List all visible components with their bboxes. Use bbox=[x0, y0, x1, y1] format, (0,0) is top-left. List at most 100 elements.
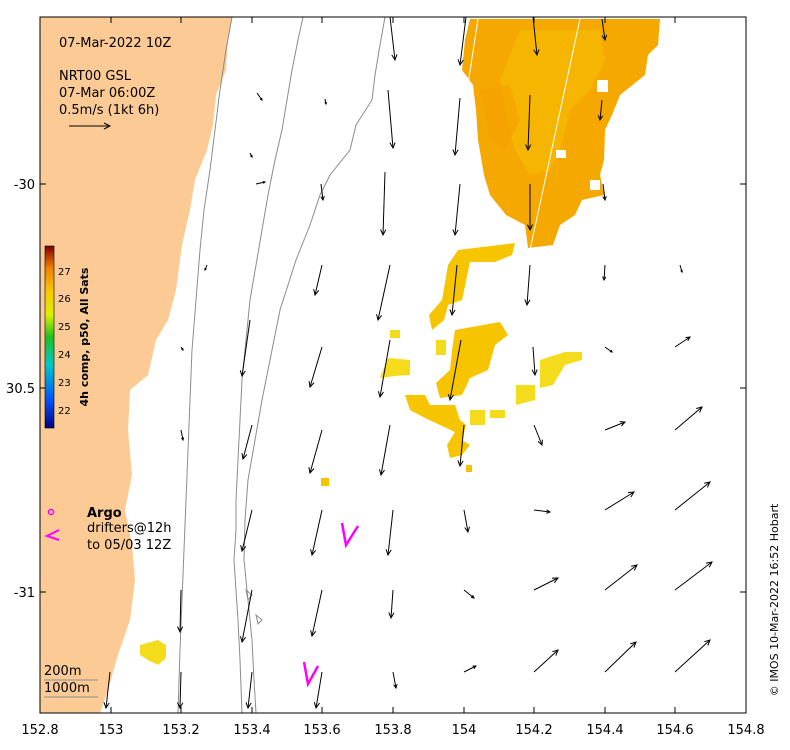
current-arrow bbox=[449, 264, 458, 317]
current-time-label: 07-Mar 06:00Z bbox=[59, 86, 155, 101]
axis-ticks bbox=[40, 17, 746, 713]
current-arrow bbox=[241, 424, 253, 461]
drifters-to-label: to 05/03 12Z bbox=[87, 538, 171, 553]
y-tick-label: 30.5 bbox=[6, 382, 35, 397]
current-arrow bbox=[447, 339, 462, 402]
current-arrow bbox=[674, 639, 711, 673]
current-arrow bbox=[377, 339, 391, 399]
current-arrow bbox=[245, 671, 253, 710]
info-annotation: 07-Mar-2022 10Z NRT00 GSL 07-Mar 06:00Z … bbox=[59, 36, 171, 130]
contour-legend: 200m 1000m bbox=[44, 664, 98, 698]
drifters-label: drifters@12h bbox=[87, 521, 172, 536]
y-axis-labels: -30 30.5 -31 bbox=[6, 178, 35, 601]
x-tick-label: 154.4 bbox=[586, 723, 623, 738]
current-arrow bbox=[103, 671, 111, 710]
current-arrow bbox=[240, 509, 253, 553]
colorbar-tick: 27 bbox=[58, 267, 71, 278]
current-arrow bbox=[180, 346, 184, 351]
colorbar-tick: 24 bbox=[58, 350, 71, 361]
altimeter-tracks bbox=[454, 18, 581, 251]
current-arrow bbox=[463, 589, 475, 599]
x-axis-labels: 152.8 153 153.2 153.4 153.6 153.8 154 15… bbox=[21, 723, 764, 738]
scale-label: 0.5m/s (1kt 6h) bbox=[59, 103, 159, 118]
x-tick-label: 153.4 bbox=[233, 723, 270, 738]
colorbar-tick: 22 bbox=[58, 406, 71, 417]
current-arrow bbox=[674, 481, 711, 511]
current-arrow bbox=[524, 264, 531, 307]
current-arrow bbox=[463, 509, 470, 534]
current-arrow bbox=[177, 671, 184, 710]
current-arrow bbox=[385, 509, 394, 557]
contour-1000-label: 1000m bbox=[44, 681, 90, 696]
current-arrow bbox=[380, 171, 387, 237]
current-arrow bbox=[604, 641, 637, 673]
land-mass bbox=[40, 17, 232, 713]
current-arrow bbox=[526, 184, 534, 232]
product-label: NRT00 GSL bbox=[59, 69, 132, 84]
current-arrow bbox=[180, 429, 185, 442]
x-tick-label: 154.8 bbox=[727, 723, 764, 738]
drifter-marker-icon bbox=[44, 529, 60, 541]
scale-arrow bbox=[69, 122, 112, 130]
current-arrow bbox=[604, 346, 613, 353]
argo-label: Argo bbox=[87, 506, 122, 521]
argo-marker-icon bbox=[47, 508, 55, 516]
current-arrow bbox=[452, 183, 461, 237]
x-tick-label: 153.8 bbox=[374, 723, 411, 738]
sst-colorbar: 27 26 25 24 23 22 4h comp, p50, All Sats bbox=[44, 245, 91, 429]
current-arrow bbox=[532, 17, 540, 57]
current-arrow bbox=[255, 181, 267, 185]
contour-200-label: 200m bbox=[44, 664, 81, 679]
x-tick-label: 154 bbox=[452, 723, 477, 738]
current-arrow bbox=[376, 264, 391, 322]
x-tick-label: 154.6 bbox=[656, 723, 693, 738]
current-arrow bbox=[674, 406, 703, 431]
current-arrow bbox=[533, 649, 559, 673]
plot-area bbox=[40, 17, 713, 713]
current-arrow bbox=[679, 264, 683, 274]
current-arrow bbox=[313, 264, 323, 297]
current-arrow bbox=[674, 336, 691, 348]
colorbar-tick: 23 bbox=[58, 378, 71, 389]
current-arrow bbox=[240, 589, 253, 644]
drifter-track-1 bbox=[340, 522, 360, 549]
current-arrow bbox=[324, 98, 327, 106]
drifter-legend: Argo drifters@12h to 05/03 12Z bbox=[44, 506, 172, 553]
current-arrow bbox=[531, 346, 538, 377]
sst-patch bbox=[140, 19, 660, 665]
current-arrow bbox=[674, 561, 713, 591]
current-arrow bbox=[533, 424, 543, 447]
current-arrow bbox=[256, 92, 263, 101]
x-tick-label: 152.8 bbox=[21, 723, 58, 738]
current-arrow bbox=[602, 264, 607, 282]
current-arrow bbox=[308, 346, 323, 389]
x-tick-label: 153.6 bbox=[303, 723, 340, 738]
current-arrow bbox=[308, 429, 323, 475]
current-arrow bbox=[604, 491, 635, 511]
current-arrow bbox=[452, 97, 461, 157]
current-arrow bbox=[320, 183, 325, 202]
current-arrow bbox=[525, 94, 532, 152]
current-arrow bbox=[249, 152, 253, 158]
current-arrow bbox=[604, 421, 627, 431]
x-tick-label: 153.2 bbox=[162, 723, 199, 738]
current-vectors bbox=[103, 17, 713, 710]
x-tick-label: 154.2 bbox=[515, 723, 552, 738]
current-arrow bbox=[388, 589, 395, 620]
colorbar-tick: 25 bbox=[58, 322, 71, 333]
current-arrow bbox=[313, 671, 323, 710]
current-arrow bbox=[604, 564, 638, 591]
current-arrow bbox=[601, 18, 608, 42]
bathymetry-contours bbox=[177, 17, 386, 713]
current-arrow bbox=[533, 509, 552, 514]
current-arrow bbox=[177, 589, 184, 634]
current-arrow bbox=[387, 89, 396, 150]
current-arrow bbox=[389, 17, 398, 62]
colorbar-label: 4h comp, p50, All Sats bbox=[78, 267, 91, 406]
y-tick-label: -31 bbox=[14, 586, 35, 601]
current-arrow bbox=[597, 99, 604, 122]
drifter-track-2 bbox=[302, 661, 320, 688]
current-arrow bbox=[204, 264, 208, 272]
credit-label: © IMOS 10-Mar-2022 16:52 Hobart bbox=[768, 503, 781, 696]
